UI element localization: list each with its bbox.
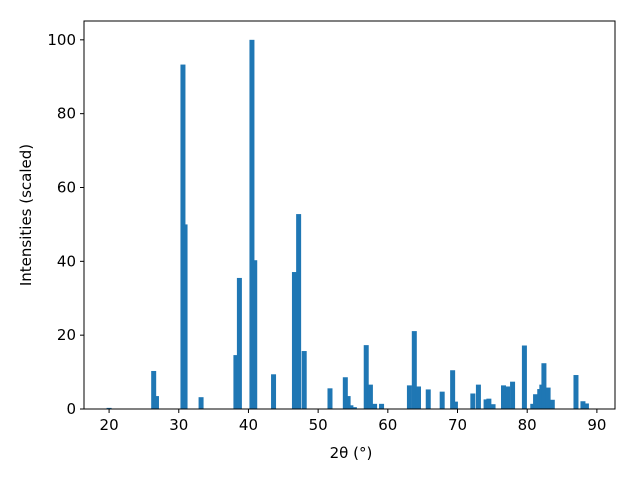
bar: [363, 345, 369, 409]
bar: [501, 385, 507, 409]
bar: [233, 355, 239, 409]
bar: [452, 401, 458, 409]
y-tick-label: 0: [66, 400, 76, 418]
bar: [236, 277, 242, 409]
bar: [580, 401, 586, 409]
bar: [106, 407, 112, 409]
y-tick-label: 20: [57, 326, 76, 344]
bar: [252, 260, 258, 409]
bar: [379, 403, 385, 409]
bar: [533, 394, 539, 409]
bar: [249, 39, 255, 409]
bar: [549, 399, 555, 409]
bar: [351, 407, 357, 409]
x-tick-label: 40: [239, 416, 258, 434]
bar: [271, 374, 277, 409]
bar: [510, 381, 516, 409]
x-tick-label: 90: [587, 416, 606, 434]
bar: [486, 398, 492, 409]
bar: [345, 396, 351, 409]
bar: [182, 224, 188, 409]
bar: [348, 405, 354, 409]
bar: [372, 403, 378, 409]
x-tick-label: 60: [378, 416, 397, 434]
bar: [530, 403, 536, 409]
bar: [505, 386, 511, 409]
x-tick-label: 20: [100, 416, 119, 434]
bar: [475, 384, 481, 409]
bar: [301, 351, 307, 409]
bar: [153, 396, 159, 409]
bar: [151, 370, 157, 409]
bar: [470, 393, 476, 409]
bar: [411, 331, 417, 409]
bar: [367, 384, 373, 409]
bar: [541, 363, 547, 409]
y-tick-label: 80: [57, 105, 76, 123]
bar: [342, 377, 348, 409]
bar: [406, 385, 412, 409]
y-axis-label: Intensities (scaled): [17, 144, 35, 286]
x-tick-label: 30: [169, 416, 188, 434]
bar: [483, 399, 489, 409]
bar: [296, 214, 302, 409]
bar: [291, 272, 297, 409]
bar: [490, 404, 496, 409]
bar: [583, 403, 589, 409]
y-tick-label: 100: [47, 31, 76, 49]
bar: [425, 389, 431, 409]
x-axis-label: 2θ (°): [330, 444, 373, 462]
bar: [198, 397, 204, 409]
x-tick-label: 80: [518, 416, 537, 434]
x-tick-label: 50: [309, 416, 328, 434]
bar: [573, 375, 579, 409]
bar: [545, 387, 551, 409]
bar: [415, 386, 421, 409]
y-tick-label: 60: [57, 178, 76, 196]
bar: [439, 391, 445, 409]
x-tick-label: 70: [448, 416, 467, 434]
plot-frame: [83, 20, 616, 410]
bar: [327, 388, 333, 409]
bar: [450, 370, 456, 409]
y-tick-label: 40: [57, 252, 76, 270]
bar: [521, 345, 527, 409]
